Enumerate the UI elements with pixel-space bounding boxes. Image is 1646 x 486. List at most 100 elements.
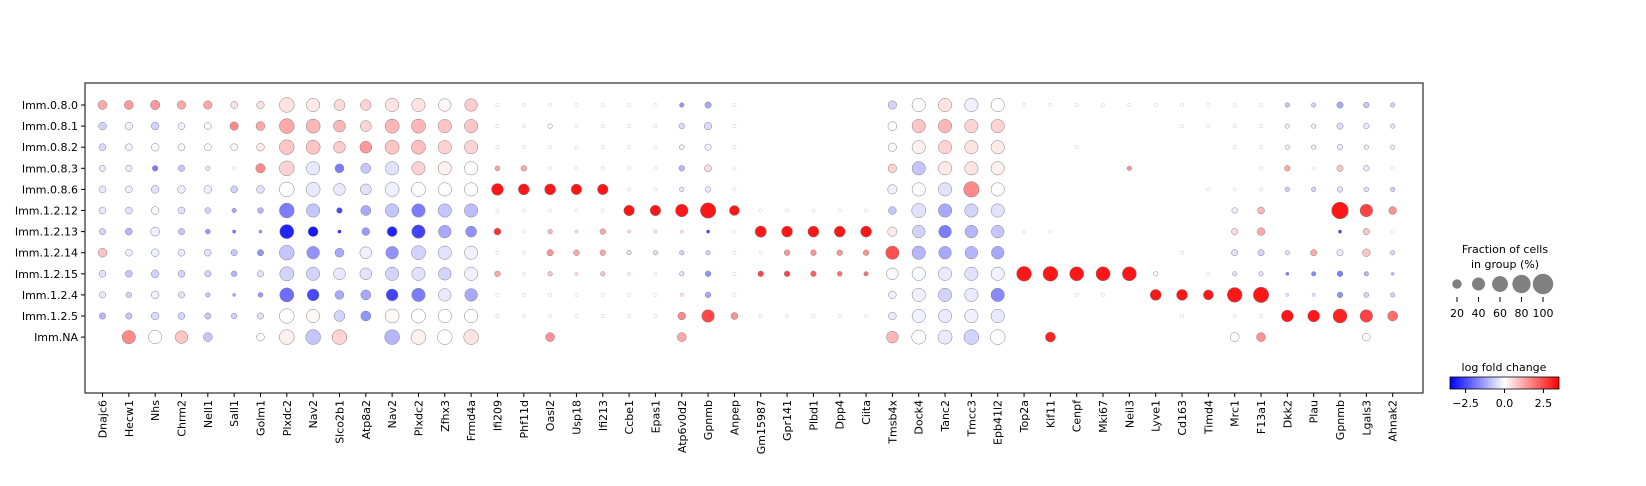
dot-Imm.0.8.0-Plau [1311, 102, 1317, 108]
dot-Imm.1.2.12-Ccbe1 [623, 204, 635, 217]
dot-Imm.1.2.13-Dpp4 [834, 225, 846, 238]
dot-Imm.0.8.3-Hecw1 [125, 164, 133, 172]
dot-Imm.0.8.1-Epas1 [653, 124, 658, 128]
dot-Imm.NA-Plxdc2 [279, 329, 295, 345]
dot-Imm.1.2.13-Plxdc2 [411, 224, 426, 239]
dot-Imm.1.2.12-Plxdc2 [411, 203, 426, 218]
dot-Imm.0.8.0-Timd4 [1206, 103, 1211, 107]
dot-Imm.1.2.15-Epas1 [653, 271, 658, 276]
column-label: Usp18 [570, 400, 583, 435]
dot-Imm.1.2.13-Ifi213 [599, 228, 606, 235]
dot-Imm.1.2.13-Gpnmb [706, 229, 710, 234]
dot-Imm.0.8.3-F13a1 [1259, 166, 1263, 171]
dot-Imm.1.2.4-Cd163 [1176, 289, 1188, 301]
dot-Imm.1.2.14-Dnajc6 [97, 247, 108, 258]
dot-Imm.0.8.0-Phf11d [521, 103, 526, 107]
dot-Imm.1.2.13-Sall1 [232, 229, 236, 234]
row-label: Imm.0.8.1 [22, 120, 78, 133]
dot-Imm.1.2.5-Ifi213 [600, 314, 605, 318]
dot-Imm.0.8.1-Tmsb4x [887, 121, 898, 131]
dot-Imm.0.8.3-Ifi213 [600, 166, 605, 171]
dot-Imm.0.8.0-Epb41l2 [990, 98, 1005, 112]
column-label: Ahnak2 [1387, 400, 1400, 442]
dot-Imm.1.2.5-Gpnmb [1332, 308, 1348, 324]
size-legend-label: 60 [1493, 307, 1507, 320]
column-label: Nav2 [386, 400, 399, 428]
dot-Imm.0.8.6-Slco2b1 [333, 183, 346, 196]
dot-Imm.1.2.14-Sall1 [230, 249, 238, 257]
dot-Imm.0.8.1-Plau [1311, 123, 1317, 129]
dot-Imm.1.2.5-Gpnmb [701, 309, 715, 323]
dot-Imm.1.2.14-Usp18 [573, 249, 580, 256]
dot-Imm.1.2.5-Frmd4a [464, 309, 479, 323]
dot-Imm.1.2.4-Atp6v0d2 [679, 293, 684, 297]
dot-Imm.1.2.15-Ahnak2 [1390, 271, 1395, 276]
dot-Imm.1.2.14-Dpp4 [836, 249, 843, 256]
dot-Imm.NA-Hecw1 [121, 330, 136, 345]
dot-Imm.0.8.3-Chrm2 [178, 164, 185, 172]
column-label: Kif11 [1044, 400, 1057, 428]
dot-Imm.0.8.6-Epas1 [653, 187, 658, 192]
column-label: Slco2b1 [333, 400, 346, 444]
dot-Imm.1.2.5-Tmcc3 [964, 309, 979, 323]
dot-Imm.0.8.0-Plxdc2 [279, 97, 295, 113]
dot-Imm.NA-Nhs [148, 330, 163, 345]
dot-Imm.0.8.1-Epb41l2 [990, 119, 1005, 134]
dot-Imm.1.2.12-Ciita [864, 208, 868, 213]
dot-Imm.1.2.5-Plau [1307, 309, 1320, 323]
dot-Imm.1.2.13-Nav2 [307, 226, 319, 237]
dot-Imm.1.2.14-Frmd4a [464, 245, 479, 260]
dot-Imm.0.8.0-Neil3 [1127, 103, 1132, 107]
dot-Imm.1.2.4-Dkk2 [1285, 293, 1290, 297]
dot-Imm.0.8.1-Tmcc3 [964, 119, 979, 134]
dot-Imm.1.2.4-Frmd4a [464, 288, 478, 302]
dot-Imm.0.8.2-Chrm2 [177, 143, 186, 151]
dot-Imm.1.2.13-F13a1 [1256, 227, 1266, 236]
dot-Imm.1.2.5-Zfhx3 [437, 309, 452, 323]
dot-Imm.1.2.5-Sall1 [231, 312, 238, 320]
dot-Imm.1.2.4-Plxdc2 [411, 287, 426, 302]
dot-Imm.1.2.14-Gm15987 [758, 250, 763, 255]
dot-Imm.1.2.5-Nhs [151, 311, 160, 321]
column-label: Atp8a2 [360, 400, 373, 439]
dot-Imm.0.8.1-Dnajc6 [98, 121, 107, 131]
dot-Imm.0.8.3-Nav2 [306, 161, 321, 176]
dot-Imm.1.2.15-Nav2 [306, 266, 321, 281]
dot-Imm.1.2.15-Gm15987 [757, 270, 764, 277]
dot-Imm.0.8.6-Chrm2 [177, 185, 186, 194]
dot-Imm.0.8.6-Sall1 [230, 185, 238, 194]
dot-Imm.1.2.15-Anpep [732, 271, 737, 276]
dot-Imm.1.2.15-F13a1 [1258, 271, 1264, 277]
size-legend-dot [1512, 274, 1531, 294]
dot-Imm.0.8.3-Gpnmb [704, 164, 712, 173]
dot-Imm.0.8.2-Plau [1311, 144, 1317, 150]
dot-Imm.0.8.0-Anpep [732, 103, 737, 107]
dot-Imm.1.2.13-Anpep [732, 229, 737, 234]
dot-Imm.0.8.6-Atp8a2 [360, 183, 372, 196]
dot-Imm.0.8.1-Usp18 [574, 124, 579, 128]
dot-Imm.0.8.6-Epb41l2 [990, 182, 1005, 197]
dot-Imm.1.2.12-Gm15987 [758, 208, 763, 213]
dot-Imm.1.2.4-Dock4 [911, 287, 926, 302]
column-label: Gpr141 [781, 400, 794, 441]
dot-Imm.0.8.2-Atp8a2 [359, 141, 372, 154]
dot-Imm.1.2.12-Atp8a2 [360, 205, 372, 216]
dot-Imm.1.2.13-Nell1 [205, 228, 211, 235]
dot-Imm.1.2.5-Tanc2 [938, 309, 953, 323]
column-label: Gm15987 [755, 400, 768, 454]
column-label: Ifi209 [491, 400, 504, 431]
column-label: Plau [1308, 400, 1321, 423]
dot-Imm.1.2.4-Sall1 [232, 293, 236, 297]
dot-Imm.1.2.15-Mrc1 [1232, 271, 1238, 277]
dot-Imm.1.2.15-Plxdc2 [279, 266, 295, 282]
dot-Imm.0.8.6-Usp18 [570, 183, 582, 195]
dot-Imm.0.8.0-Tanc2 [938, 98, 953, 112]
dot-Imm.1.2.13-Oasl2 [547, 229, 553, 235]
dot-Imm.0.8.0-Gpnmb [1336, 101, 1344, 109]
column-label: Ciita [860, 400, 873, 425]
dot-Imm.1.2.13-Ifi209 [493, 227, 502, 236]
dot-Imm.1.2.12-F13a1 [1257, 206, 1265, 215]
row-label: Imm.0.8.3 [22, 162, 78, 175]
dot-Imm.0.8.2-Dkk2 [1284, 144, 1290, 150]
dot-Imm.1.2.4-Hecw1 [125, 291, 132, 298]
